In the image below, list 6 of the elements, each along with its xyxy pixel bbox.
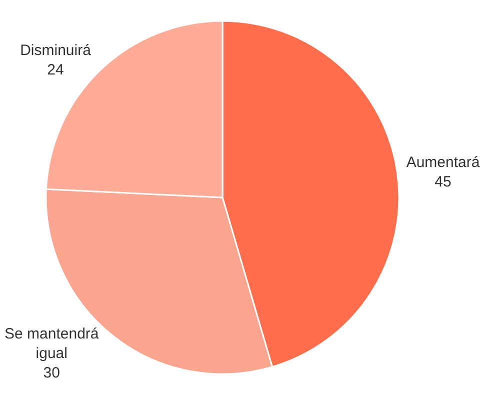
slice-label: Disminuirá <box>20 42 92 59</box>
data-label: 30 <box>43 364 60 382</box>
data-label: 24 <box>47 61 64 78</box>
data-label: 45 <box>434 173 452 190</box>
slice-label: Se mantendrá igual <box>4 326 100 362</box>
slice-label: Aumentará <box>406 154 480 171</box>
